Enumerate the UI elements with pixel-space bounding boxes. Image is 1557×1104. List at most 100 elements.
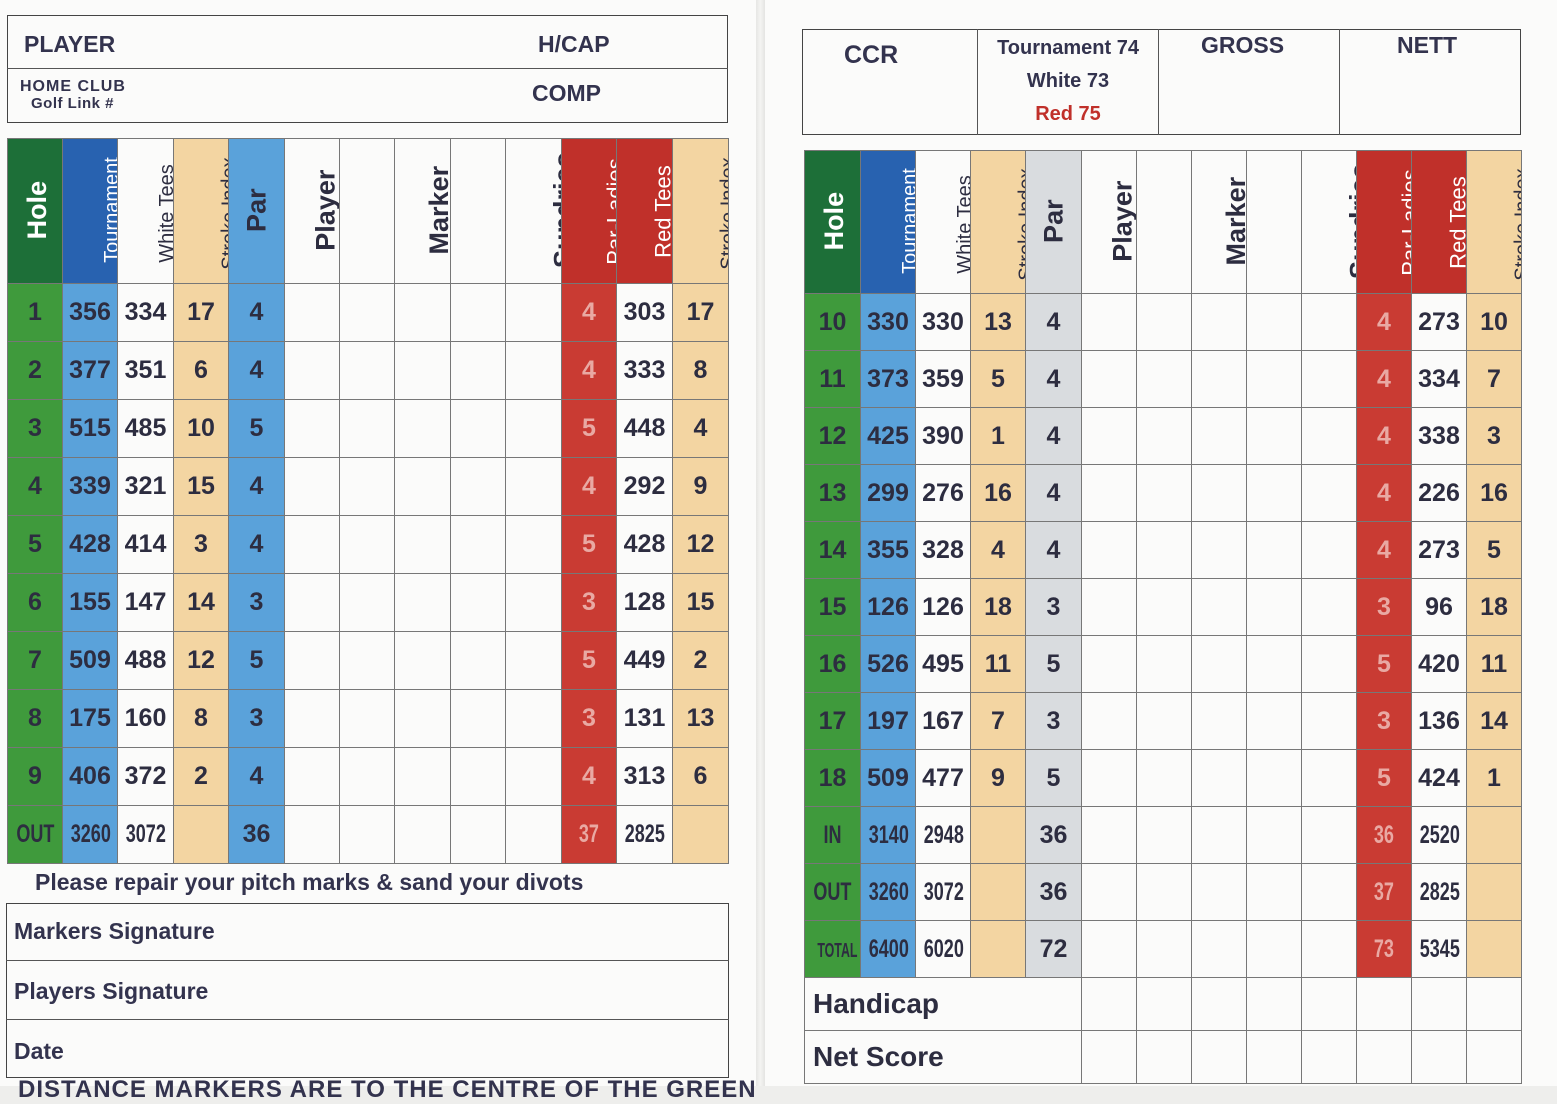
player-extra-cell[interactable] xyxy=(339,805,395,864)
player-score-cell[interactable] xyxy=(1081,521,1137,579)
player-extra-cell[interactable] xyxy=(1136,350,1192,408)
handicap-row-entry-cell[interactable] xyxy=(1136,977,1192,1031)
player-extra-cell[interactable] xyxy=(1136,749,1192,807)
marker-score-cell[interactable] xyxy=(394,399,451,458)
marker-score-cell[interactable] xyxy=(1191,578,1247,636)
player-score-cell[interactable] xyxy=(284,341,340,400)
player-score-cell[interactable] xyxy=(1081,749,1137,807)
player-extra-cell[interactable] xyxy=(339,515,395,574)
player-extra-cell[interactable] xyxy=(1136,293,1192,351)
sundries-cell[interactable] xyxy=(1301,635,1357,693)
sundries-cell[interactable] xyxy=(505,283,562,342)
player-extra-cell[interactable] xyxy=(1136,692,1192,750)
player-extra-cell[interactable] xyxy=(1136,863,1192,921)
marker-extra-cell[interactable] xyxy=(1246,464,1302,522)
sundries-cell[interactable] xyxy=(505,399,562,458)
marker-score-cell[interactable] xyxy=(394,283,451,342)
marker-score-cell[interactable] xyxy=(394,341,451,400)
player-score-cell[interactable] xyxy=(1081,578,1137,636)
player-extra-cell[interactable] xyxy=(339,631,395,690)
marker-extra-cell[interactable] xyxy=(450,399,506,458)
marker-extra-cell[interactable] xyxy=(450,805,506,864)
sundries-cell[interactable] xyxy=(505,689,562,748)
player-score-cell[interactable] xyxy=(284,689,340,748)
sundries-cell[interactable] xyxy=(505,457,562,516)
net-score-row-entry-cell[interactable] xyxy=(1356,1030,1412,1084)
sundries-cell[interactable] xyxy=(1301,521,1357,579)
player-score-cell[interactable] xyxy=(1081,635,1137,693)
marker-score-cell[interactable] xyxy=(1191,863,1247,921)
marker-score-cell[interactable] xyxy=(1191,293,1247,351)
marker-extra-cell[interactable] xyxy=(450,747,506,806)
sundries-cell[interactable] xyxy=(505,515,562,574)
player-extra-cell[interactable] xyxy=(339,457,395,516)
player-extra-cell[interactable] xyxy=(1136,578,1192,636)
sundries-cell[interactable] xyxy=(1301,464,1357,522)
player-score-cell[interactable] xyxy=(284,747,340,806)
player-score-cell[interactable] xyxy=(284,457,340,516)
player-extra-cell[interactable] xyxy=(339,399,395,458)
marker-extra-cell[interactable] xyxy=(450,457,506,516)
marker-extra-cell[interactable] xyxy=(450,573,506,632)
sundries-cell[interactable] xyxy=(505,805,562,864)
net-score-row-entry-cell[interactable] xyxy=(1466,1030,1522,1084)
sundries-cell[interactable] xyxy=(1301,692,1357,750)
sundries-cell[interactable] xyxy=(1301,920,1357,978)
marker-extra-cell[interactable] xyxy=(450,283,506,342)
player-extra-cell[interactable] xyxy=(339,747,395,806)
marker-extra-cell[interactable] xyxy=(1246,749,1302,807)
handicap-row-entry-cell[interactable] xyxy=(1411,977,1467,1031)
handicap-row-entry-cell[interactable] xyxy=(1466,977,1522,1031)
marker-score-cell[interactable] xyxy=(1191,749,1247,807)
sundries-cell[interactable] xyxy=(1301,578,1357,636)
marker-score-cell[interactable] xyxy=(1191,521,1247,579)
player-extra-cell[interactable] xyxy=(339,573,395,632)
sundries-cell[interactable] xyxy=(505,341,562,400)
sundries-cell[interactable] xyxy=(1301,293,1357,351)
sundries-cell[interactable] xyxy=(505,747,562,806)
marker-extra-cell[interactable] xyxy=(450,689,506,748)
player-score-cell[interactable] xyxy=(284,805,340,864)
player-score-cell[interactable] xyxy=(1081,350,1137,408)
handicap-row-entry-cell[interactable] xyxy=(1356,977,1412,1031)
net-score-row-entry-cell[interactable] xyxy=(1191,1030,1247,1084)
player-extra-cell[interactable] xyxy=(1136,521,1192,579)
marker-score-cell[interactable] xyxy=(394,631,451,690)
marker-extra-cell[interactable] xyxy=(1246,350,1302,408)
player-extra-cell[interactable] xyxy=(1136,920,1192,978)
sundries-cell[interactable] xyxy=(1301,350,1357,408)
marker-extra-cell[interactable] xyxy=(450,515,506,574)
player-score-cell[interactable] xyxy=(1081,293,1137,351)
marker-extra-cell[interactable] xyxy=(450,341,506,400)
marker-extra-cell[interactable] xyxy=(1246,920,1302,978)
handicap-row-entry-cell[interactable] xyxy=(1081,977,1137,1031)
player-extra-cell[interactable] xyxy=(1136,635,1192,693)
sundries-cell[interactable] xyxy=(1301,806,1357,864)
player-score-cell[interactable] xyxy=(1081,863,1137,921)
sundries-cell[interactable] xyxy=(1301,863,1357,921)
player-score-cell[interactable] xyxy=(1081,806,1137,864)
player-extra-cell[interactable] xyxy=(339,341,395,400)
player-score-cell[interactable] xyxy=(284,283,340,342)
sundries-cell[interactable] xyxy=(1301,407,1357,465)
marker-score-cell[interactable] xyxy=(1191,464,1247,522)
net-score-row-entry-cell[interactable] xyxy=(1411,1030,1467,1084)
marker-score-cell[interactable] xyxy=(394,805,451,864)
net-score-row-entry-cell[interactable] xyxy=(1246,1030,1302,1084)
marker-extra-cell[interactable] xyxy=(450,631,506,690)
player-score-cell[interactable] xyxy=(1081,407,1137,465)
marker-extra-cell[interactable] xyxy=(1246,806,1302,864)
marker-extra-cell[interactable] xyxy=(1246,692,1302,750)
marker-score-cell[interactable] xyxy=(394,515,451,574)
player-score-cell[interactable] xyxy=(284,631,340,690)
marker-extra-cell[interactable] xyxy=(1246,635,1302,693)
marker-extra-cell[interactable] xyxy=(1246,521,1302,579)
player-extra-cell[interactable] xyxy=(339,283,395,342)
player-score-cell[interactable] xyxy=(284,573,340,632)
handicap-row-entry-cell[interactable] xyxy=(1301,977,1357,1031)
handicap-row-entry-cell[interactable] xyxy=(1246,977,1302,1031)
marker-score-cell[interactable] xyxy=(1191,692,1247,750)
marker-extra-cell[interactable] xyxy=(1246,407,1302,465)
net-score-row-entry-cell[interactable] xyxy=(1081,1030,1137,1084)
sundries-cell[interactable] xyxy=(505,631,562,690)
